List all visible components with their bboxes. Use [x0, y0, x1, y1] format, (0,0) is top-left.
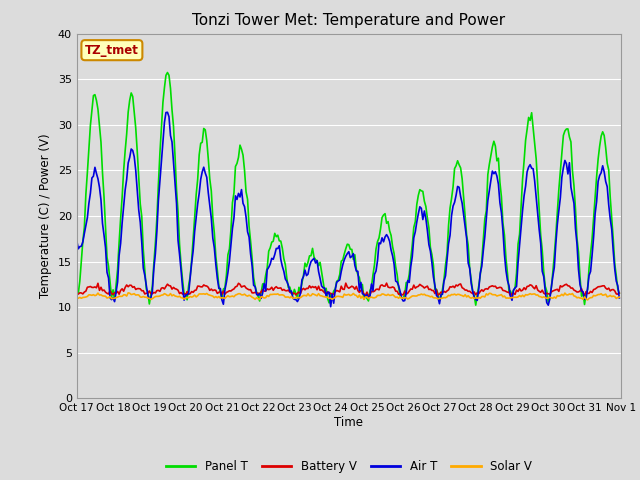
Solar V [236, 291, 244, 297]
Air T [264, 267, 271, 273]
Panel T [254, 294, 262, 300]
Air T [327, 304, 335, 310]
Solar V [264, 293, 271, 299]
Line: Air T: Air T [77, 112, 620, 307]
Battery V [383, 280, 390, 286]
Solar V [588, 295, 596, 300]
Panel T [312, 257, 319, 263]
Solar V [584, 297, 591, 303]
Title: Tonzi Tower Met: Temperature and Power: Tonzi Tower Met: Temperature and Power [192, 13, 506, 28]
Air T [616, 295, 623, 301]
Panel T [588, 236, 596, 242]
Battery V [253, 290, 260, 296]
Air T [236, 194, 244, 200]
Air T [164, 109, 172, 115]
Panel T [264, 265, 271, 271]
Battery V [310, 285, 318, 290]
Battery V [588, 289, 596, 295]
Solar V [141, 294, 148, 300]
Air T [254, 292, 262, 298]
Battery V [140, 288, 147, 294]
Legend: Panel T, Battery V, Air T, Solar V: Panel T, Battery V, Air T, Solar V [161, 456, 537, 478]
Battery V [262, 288, 269, 294]
Panel T [472, 302, 479, 308]
Line: Battery V: Battery V [77, 283, 620, 296]
Battery V [616, 290, 623, 296]
Text: TZ_tmet: TZ_tmet [85, 44, 139, 57]
Air T [588, 252, 596, 258]
Solar V [254, 296, 262, 301]
Panel T [140, 247, 147, 252]
X-axis label: Time: Time [334, 416, 364, 429]
Battery V [73, 291, 81, 297]
Battery V [365, 293, 372, 299]
Panel T [236, 142, 244, 148]
Solar V [312, 292, 319, 298]
Line: Solar V: Solar V [77, 293, 620, 300]
Air T [73, 238, 81, 244]
Panel T [164, 70, 172, 75]
Solar V [73, 296, 81, 301]
Y-axis label: Temperature (C) / Power (V): Temperature (C) / Power (V) [39, 134, 52, 298]
Solar V [616, 294, 623, 300]
Air T [140, 265, 147, 271]
Panel T [73, 289, 81, 295]
Air T [312, 260, 319, 266]
Solar V [124, 290, 132, 296]
Battery V [235, 280, 243, 286]
Line: Panel T: Panel T [77, 72, 620, 305]
Panel T [616, 290, 623, 296]
